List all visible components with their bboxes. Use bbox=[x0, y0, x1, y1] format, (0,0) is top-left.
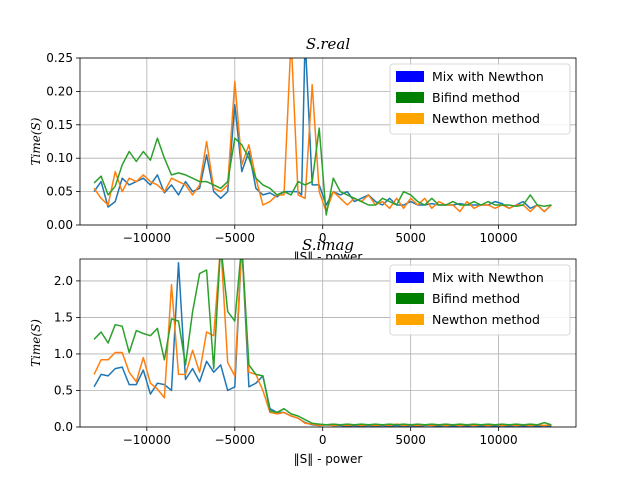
y-tick-label: 0.0 bbox=[54, 420, 73, 434]
x-tick-label: 5000 bbox=[395, 231, 426, 245]
y-axis-label: Time(S) bbox=[29, 117, 43, 165]
legend-label: Bifind method bbox=[432, 291, 520, 306]
x-tick-label: 5000 bbox=[395, 433, 426, 447]
legend-swatch bbox=[396, 293, 424, 304]
legend-box bbox=[389, 264, 571, 336]
legend-label: Newthon method bbox=[432, 312, 540, 327]
series-line-2 bbox=[93, 58, 552, 213]
chart-real-panel: −10000 −5000 0 5000 10000 0.00 0.05 0.10 0.15 0.2… bbox=[29, 35, 577, 264]
legend-label: Mix with Newthon bbox=[432, 69, 544, 84]
chart-title: S.real bbox=[306, 35, 350, 53]
x-tick-label: −5000 bbox=[214, 433, 255, 447]
y-axis-label: Time(S) bbox=[29, 319, 43, 367]
series-line-3 bbox=[93, 259, 552, 426]
x-tick-label: 10000 bbox=[480, 433, 518, 447]
y-tick-label: 0.25 bbox=[46, 51, 73, 65]
x-tick-label: 0 bbox=[319, 231, 327, 245]
y-tick-label: 0.10 bbox=[46, 151, 73, 165]
series-line-3 bbox=[93, 127, 552, 216]
legend-swatch bbox=[396, 92, 424, 103]
x-tick-label: −10000 bbox=[123, 433, 171, 447]
legend: Mix with Newthon Bifind method Newthon met… bbox=[389, 264, 571, 336]
x-axis-label: ‖S‖ - power bbox=[294, 452, 363, 466]
y-tick-label: 1.0 bbox=[54, 347, 73, 361]
legend-label: Bifind method bbox=[432, 90, 520, 105]
axes-frame bbox=[79, 57, 577, 226]
x-tick-label: −5000 bbox=[214, 231, 255, 245]
legend-swatch bbox=[396, 314, 424, 325]
y-tick-label: 0.15 bbox=[46, 118, 73, 132]
legend-swatch bbox=[396, 113, 424, 124]
legend-label: Mix with Newthon bbox=[432, 270, 544, 285]
y-tick-label: 0.20 bbox=[46, 84, 73, 98]
x-tick-label: 10000 bbox=[480, 231, 518, 245]
y-tick-label: 1.5 bbox=[54, 310, 73, 324]
chart-imag-panel: −10000 −5000 0 5000 10000 0.0 0.5 1.0 1.5 2.0 S.im… bbox=[29, 236, 577, 466]
x-tick-label: 0 bbox=[319, 433, 327, 447]
y-tick-label: 2.0 bbox=[54, 274, 73, 288]
x-tick-label: −10000 bbox=[123, 231, 171, 245]
legend-box bbox=[389, 63, 571, 135]
legend-swatch bbox=[396, 71, 424, 82]
legend: Mix with Newthon Bifind method Newthon met… bbox=[389, 63, 571, 135]
y-tick-label: 0.05 bbox=[46, 185, 73, 199]
y-tick-label: 0.5 bbox=[54, 383, 73, 397]
legend-swatch bbox=[396, 272, 424, 283]
chart-title: S.imag bbox=[302, 236, 354, 254]
y-tick-label: 0.00 bbox=[46, 218, 73, 232]
axes-frame bbox=[79, 258, 577, 428]
legend-label: Newthon method bbox=[432, 111, 540, 126]
